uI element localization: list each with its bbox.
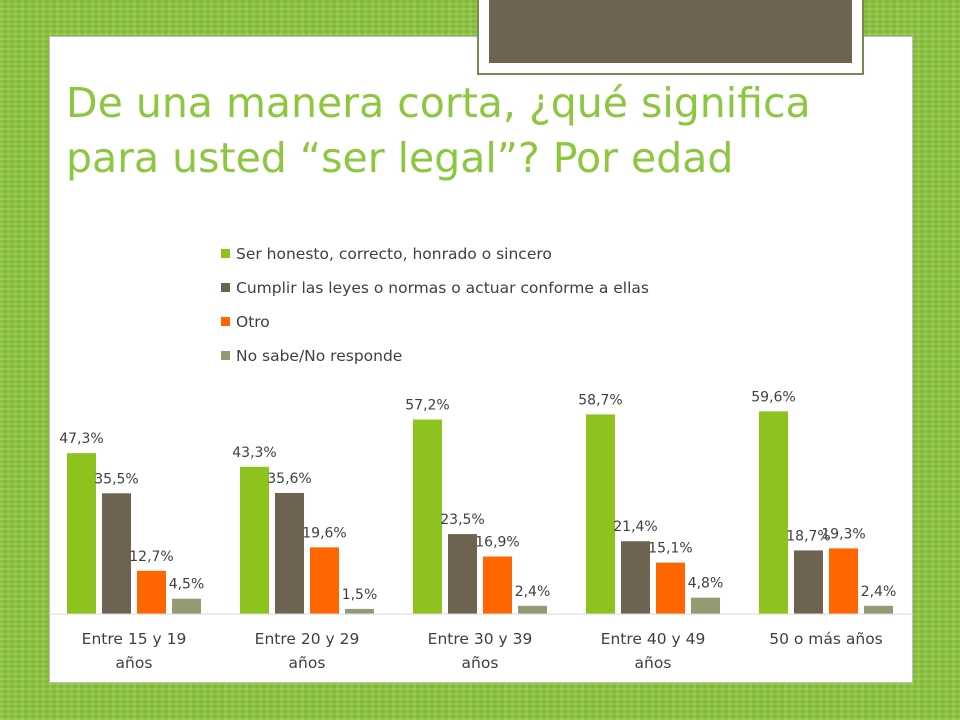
bar-0-1: [102, 493, 131, 614]
data-label-3-1: 21,4%: [613, 519, 657, 535]
bar-4-0: [759, 411, 788, 614]
bar-2-0: [413, 419, 442, 614]
data-label-4-0: 59,6%: [751, 389, 795, 405]
data-label-1-1: 35,6%: [267, 471, 311, 487]
x-axis-labels: Entre 15 y 19 años Entre 20 y 29 años Entre …: [82, 630, 883, 672]
legend-swatch-3: [221, 351, 230, 360]
category-label-1-1: años: [289, 654, 326, 672]
bar-2-1: [448, 534, 477, 614]
bar-3-1: [621, 541, 650, 614]
data-label-3-0: 58,7%: [578, 392, 622, 408]
category-label-0-1: años: [116, 654, 153, 672]
legend-label-0: Ser honesto, correcto, honrado o sincero: [236, 245, 552, 263]
category-label-1-0: Entre 20 y 29: [255, 630, 360, 648]
legend-swatch-1: [221, 283, 230, 292]
data-label-4-1: 18,7%: [786, 528, 830, 544]
bar-0-0: [67, 453, 96, 614]
data-label-3-2: 15,1%: [648, 541, 692, 557]
bar-3-0: [586, 414, 615, 614]
data-label-1-0: 43,3%: [232, 445, 276, 461]
category-label-2-1: años: [462, 654, 499, 672]
bar-1-1: [275, 492, 304, 614]
category-label-3-0: Entre 40 y 49: [601, 630, 706, 648]
legend-swatch-2: [221, 317, 230, 326]
bar-2-3: [518, 605, 547, 614]
bar-0-2: [137, 570, 166, 614]
bar-0-3: [172, 598, 201, 614]
bar-1-2: [310, 547, 339, 614]
data-label-2-1: 23,5%: [440, 512, 484, 528]
chart-bars: 47,3% 35,5% 12,7% 4,5% 43,3% 35,6% 19,6% 1,5% 57…: [59, 389, 896, 614]
data-label-0-1: 35,5%: [94, 471, 138, 487]
bar-3-2: [656, 562, 685, 614]
data-label-4-2: 19,3%: [821, 526, 865, 542]
category-label-0-0: Entre 15 y 19: [82, 630, 187, 648]
data-label-4-3: 2,4%: [861, 584, 897, 600]
bar-4-2: [829, 548, 858, 614]
data-label-2-2: 16,9%: [475, 535, 519, 551]
bar-2-2: [483, 556, 512, 614]
data-label-1-3: 1,5%: [342, 587, 378, 603]
legend-label-1: Cumplir las leyes o normas o actuar conf…: [236, 279, 649, 297]
bar-4-3: [864, 605, 893, 614]
data-label-2-3: 2,4%: [515, 584, 551, 600]
bar-1-3: [345, 608, 374, 614]
bar-1-0: [240, 466, 269, 614]
category-label-2-0: Entre 30 y 39: [428, 630, 533, 648]
legend-swatch-0: [221, 249, 230, 258]
legend-label-2: Otro: [236, 313, 270, 331]
data-label-0-2: 12,7%: [129, 549, 173, 565]
bar-4-1: [794, 550, 823, 614]
legend-label-3: No sabe/No responde: [236, 347, 402, 365]
decorative-tab-block: [489, 0, 852, 63]
data-label-3-3: 4,8%: [688, 576, 724, 592]
data-label-0-0: 47,3%: [59, 431, 103, 447]
category-label-3-1: años: [635, 654, 672, 672]
slide-title: De una manera corta, ¿qué significa para…: [66, 79, 811, 182]
data-label-0-3: 4,5%: [169, 577, 205, 593]
data-label-2-0: 57,2%: [405, 398, 449, 414]
data-label-1-2: 19,6%: [302, 525, 346, 541]
category-label-4-0: 50 o más años: [769, 630, 883, 648]
bar-3-3: [691, 597, 720, 614]
chart-legend: Ser honesto, correcto, honrado o sincero…: [221, 245, 649, 365]
